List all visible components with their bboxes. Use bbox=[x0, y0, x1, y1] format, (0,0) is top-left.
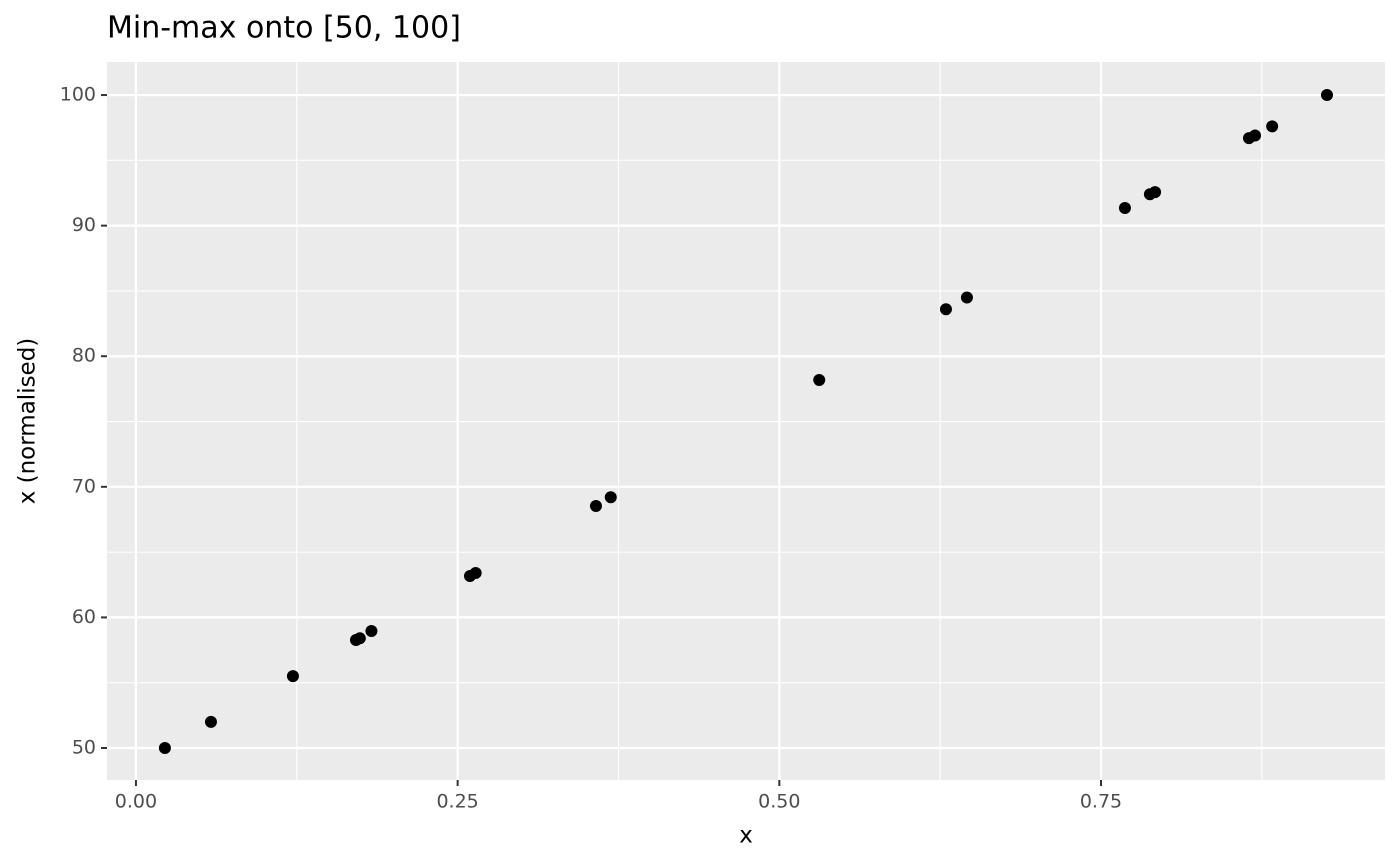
x-tick-label: 0.00 bbox=[115, 791, 157, 813]
point bbox=[1118, 202, 1131, 215]
point bbox=[286, 670, 299, 683]
point bbox=[939, 303, 952, 316]
y-tick-label: 50 bbox=[72, 737, 96, 759]
chart-title: Min-max onto [50, 100] bbox=[107, 11, 461, 46]
point bbox=[1249, 129, 1262, 142]
point bbox=[604, 491, 617, 504]
point bbox=[813, 373, 826, 386]
y-tick-label: 100 bbox=[60, 84, 96, 106]
point bbox=[1266, 120, 1279, 133]
point bbox=[158, 742, 171, 755]
y-tick-label: 90 bbox=[72, 214, 96, 236]
point bbox=[1149, 186, 1162, 199]
point bbox=[365, 624, 378, 637]
point bbox=[589, 500, 602, 513]
point bbox=[960, 291, 973, 304]
x-axis-title: x bbox=[739, 823, 753, 849]
y-tick-label: 60 bbox=[72, 606, 96, 628]
y-axis-title: x (normalised) bbox=[15, 338, 41, 505]
point bbox=[204, 715, 217, 728]
point bbox=[1320, 89, 1333, 102]
y-tick-label: 70 bbox=[72, 475, 96, 497]
y-tick-label: 80 bbox=[72, 345, 96, 367]
point bbox=[469, 567, 482, 580]
x-tick-label: 0.50 bbox=[758, 791, 800, 813]
x-tick-label: 0.75 bbox=[1080, 791, 1122, 813]
x-tick-label: 0.25 bbox=[436, 791, 478, 813]
point bbox=[353, 632, 366, 645]
